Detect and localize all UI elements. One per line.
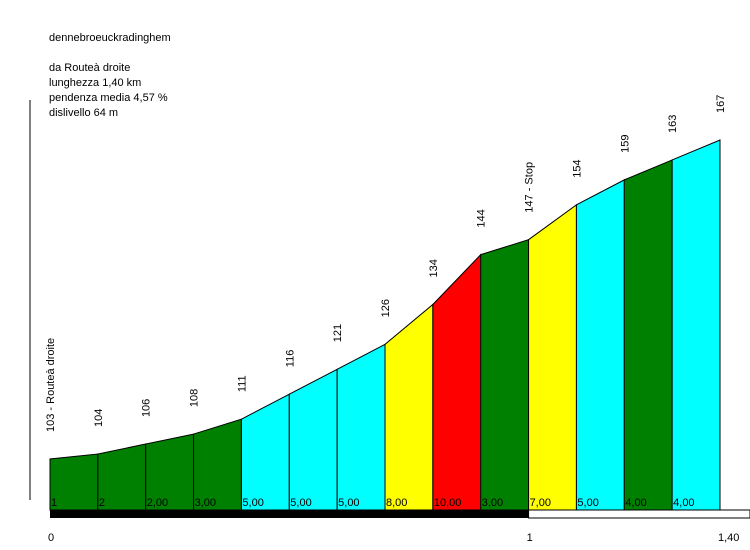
altitude-label: 163	[667, 115, 679, 133]
gradient-label: 2,00	[147, 497, 168, 509]
profile-segment	[288, 368, 338, 511]
gradient-label: 3,00	[195, 497, 216, 509]
scale-bar-filled	[50, 510, 529, 518]
climb-name: dennebroeuckradinghem	[49, 32, 171, 44]
gradient-label: 5,00	[338, 497, 359, 509]
gradient-label: 4,00	[625, 497, 646, 509]
profile-segment	[336, 343, 386, 511]
distance-scale: 0 1 1,40	[48, 509, 750, 544]
altitude-label: 121	[332, 324, 344, 342]
gradient-label: 2	[99, 497, 105, 509]
profile-segment	[671, 139, 721, 511]
climb-average-gradient: pendenza media 4,57 %	[49, 92, 168, 104]
altitude-label: 126	[380, 299, 392, 317]
altitude-label: 154	[571, 159, 583, 177]
profile-segment	[480, 239, 530, 511]
altitude-label: 104	[93, 409, 105, 427]
gradient-label: 10,00	[434, 497, 462, 509]
profile-segment	[575, 179, 625, 511]
scale-bar-empty	[528, 509, 750, 519]
distance-tick-label: 1,40	[718, 532, 739, 544]
altitude-label: 147 - Stop	[524, 162, 536, 213]
altitude-label: 159	[619, 135, 631, 153]
gradient-label: 5,00	[290, 497, 311, 509]
profile-segment	[528, 203, 577, 511]
gradient-label: 7,00	[530, 497, 551, 509]
altitude-label: 108	[189, 389, 201, 407]
gradient-label: 3,00	[482, 497, 503, 509]
gradient-label: 4,00	[673, 497, 694, 509]
gradient-label: 5,00	[242, 497, 263, 509]
distance-tick-label: 1	[527, 532, 533, 544]
climb-elevation-gain: dislivello 64 m	[49, 107, 118, 119]
altitude-label: 144	[476, 209, 488, 227]
gradient-label: 8,00	[386, 497, 407, 509]
altitude-labels: 103 - Routeà droite 104 106 108 111 116 121 126…	[45, 95, 727, 432]
altitude-label: 103 - Routeà droite	[45, 338, 57, 432]
profile-segment	[432, 253, 482, 511]
gradient-labels: 1 2 2,00 3,00 5,00 5,00 5,00 8,00 10,00 3,00 7,00 5…	[51, 497, 695, 509]
profile-segment	[97, 443, 147, 511]
gradient-label: 5,00	[577, 497, 598, 509]
profile-segment	[623, 159, 673, 511]
altitude-label: 167	[715, 95, 727, 113]
climb-start: da Routeà droite	[49, 62, 130, 74]
climb-length: lunghezza 1,40 km	[49, 77, 141, 89]
distance-tick-label: 0	[48, 532, 54, 544]
altitude-label: 116	[284, 350, 296, 368]
profile-segment	[240, 393, 290, 511]
profile-segment	[49, 453, 99, 511]
gradient-label: 1	[51, 497, 57, 509]
altitude-label: 111	[236, 375, 248, 392]
profile-segment	[384, 303, 434, 511]
profile-segments	[49, 139, 721, 511]
altitude-label: 106	[141, 399, 153, 417]
altitude-label: 134	[428, 259, 440, 277]
